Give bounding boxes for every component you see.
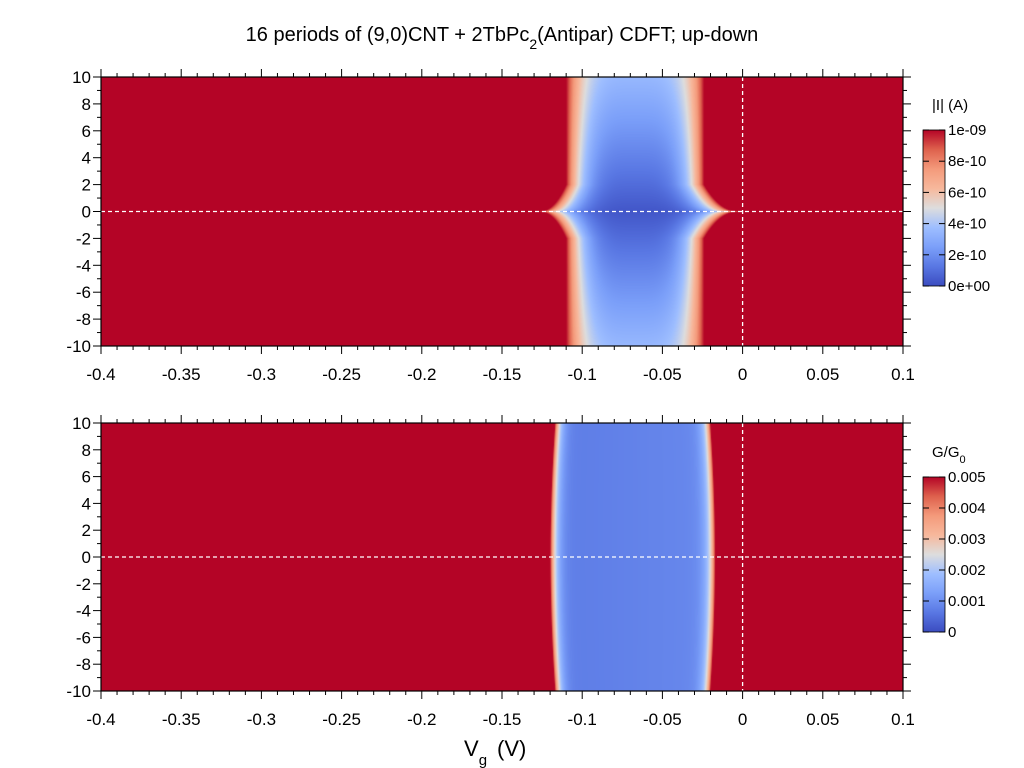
conductance-colorbar: G/G0 0.005 0.004 0.003 0.002 0.001 0 — [922, 444, 986, 641]
x-tick-label: 0 — [738, 365, 747, 384]
colorbar-tick-label: 0 — [948, 624, 956, 641]
y-tick-label: 6 — [82, 468, 91, 487]
colorbar-tick-label: 0.003 — [948, 531, 986, 548]
y-tick-label: -2 — [76, 575, 91, 594]
y-tick-label: 8 — [82, 95, 91, 114]
colorbar-tick-label: 6e-10 — [948, 184, 986, 201]
current-colorbar-ticks: 1e-09 8e-10 6e-10 4e-10 2e-10 0e+00 — [923, 122, 990, 295]
x-tick-label: 0.05 — [806, 710, 839, 729]
x-tick-label: -0.3 — [247, 710, 276, 729]
x-tick-label: -0.25 — [322, 365, 361, 384]
current-axis-ticks: -0.4 -0.35 -0.3 -0.25 -0.2 -0.15 -0.1 -0.05 0 0.0… — [66, 68, 914, 384]
x-tick-label: -0.1 — [568, 365, 597, 384]
x-tick-label: -0.1 — [568, 710, 597, 729]
colorbar-tick-label: 0.002 — [948, 562, 986, 579]
x-axis-title: Vg (V) — [464, 736, 526, 768]
y-tick-label: -10 — [66, 337, 91, 356]
current-heatmap-panel: -0.4 -0.35 -0.3 -0.25 -0.2 -0.15 -0.1 -0.05 0 0.0… — [66, 68, 990, 384]
y-tick-label: 6 — [82, 122, 91, 141]
x-tick-label: -0.3 — [247, 365, 276, 384]
x-tick-label: -0.15 — [483, 710, 522, 729]
x-tick-label: -0.4 — [86, 710, 115, 729]
conductance-colorbar-ticks: 0.005 0.004 0.003 0.002 0.001 0 — [923, 469, 986, 641]
y-tick-label: -8 — [76, 655, 91, 674]
y-tick-label: -6 — [76, 283, 91, 302]
colorbar-tick-label: 0.001 — [948, 593, 986, 610]
y-tick-label: -2 — [76, 229, 91, 248]
x-tick-label: 0.1 — [891, 365, 915, 384]
colorbar-tick-label: 1e-09 — [948, 122, 986, 139]
y-tick-label: 10 — [72, 414, 91, 433]
y-tick-label: -4 — [76, 602, 91, 621]
conductance-colorbar-gradient — [922, 476, 946, 633]
chart-title: 16 periods of (9,0)CNT + 2TbPc2(Antipar)… — [246, 24, 759, 52]
y-tick-label: 2 — [82, 176, 91, 195]
y-tick-label: 4 — [82, 494, 91, 513]
colorbar-tick-label: 0e+00 — [948, 278, 990, 295]
conductance-colorbar-label: G/G0 — [932, 444, 966, 466]
x-tick-label: -0.2 — [407, 710, 436, 729]
conductance-axis-ticks: -0.4 -0.35 -0.3 -0.25 -0.2 -0.15 -0.1 -0.05 0 0.0… — [66, 414, 914, 729]
y-tick-label: 10 — [72, 68, 91, 87]
x-tick-label: -0.05 — [643, 710, 682, 729]
x-tick-label: -0.15 — [483, 365, 522, 384]
x-tick-label: 0.1 — [891, 710, 915, 729]
x-tick-label: -0.25 — [322, 710, 361, 729]
x-tick-label: -0.05 — [643, 365, 682, 384]
y-tick-label: 0 — [82, 203, 91, 222]
conductance-heatmap-panel: -0.4 -0.35 -0.3 -0.25 -0.2 -0.15 -0.1 -0.05 0 0.0… — [66, 414, 985, 729]
y-tick-label: 4 — [82, 149, 91, 168]
y-tick-label: 8 — [82, 441, 91, 460]
x-tick-label: 0 — [738, 710, 747, 729]
x-tick-label: -0.2 — [407, 365, 436, 384]
x-tick-label: -0.4 — [86, 365, 115, 384]
colorbar-tick-label: 2e-10 — [948, 247, 986, 264]
y-tick-label: 0 — [82, 548, 91, 567]
x-tick-label: -0.35 — [162, 710, 201, 729]
y-tick-label: -8 — [76, 310, 91, 329]
y-tick-label: 2 — [82, 521, 91, 540]
current-colorbar: |I| (A) 1e-09 8e-10 6e-10 4e-10 2e-10 0e+00 — [922, 97, 990, 295]
x-tick-label: -0.35 — [162, 365, 201, 384]
current-colorbar-gradient — [922, 129, 946, 287]
colorbar-tick-label: 8e-10 — [948, 153, 986, 170]
x-tick-label: 0.05 — [806, 365, 839, 384]
colorbar-tick-label: 0.004 — [948, 500, 986, 517]
y-tick-label: -10 — [66, 682, 91, 701]
colorbar-tick-label: 0.005 — [948, 469, 986, 486]
y-tick-label: -4 — [76, 256, 91, 275]
y-tick-label: -6 — [76, 628, 91, 647]
current-colorbar-label: |I| (A) — [932, 97, 968, 114]
colorbar-tick-label: 4e-10 — [948, 216, 986, 233]
